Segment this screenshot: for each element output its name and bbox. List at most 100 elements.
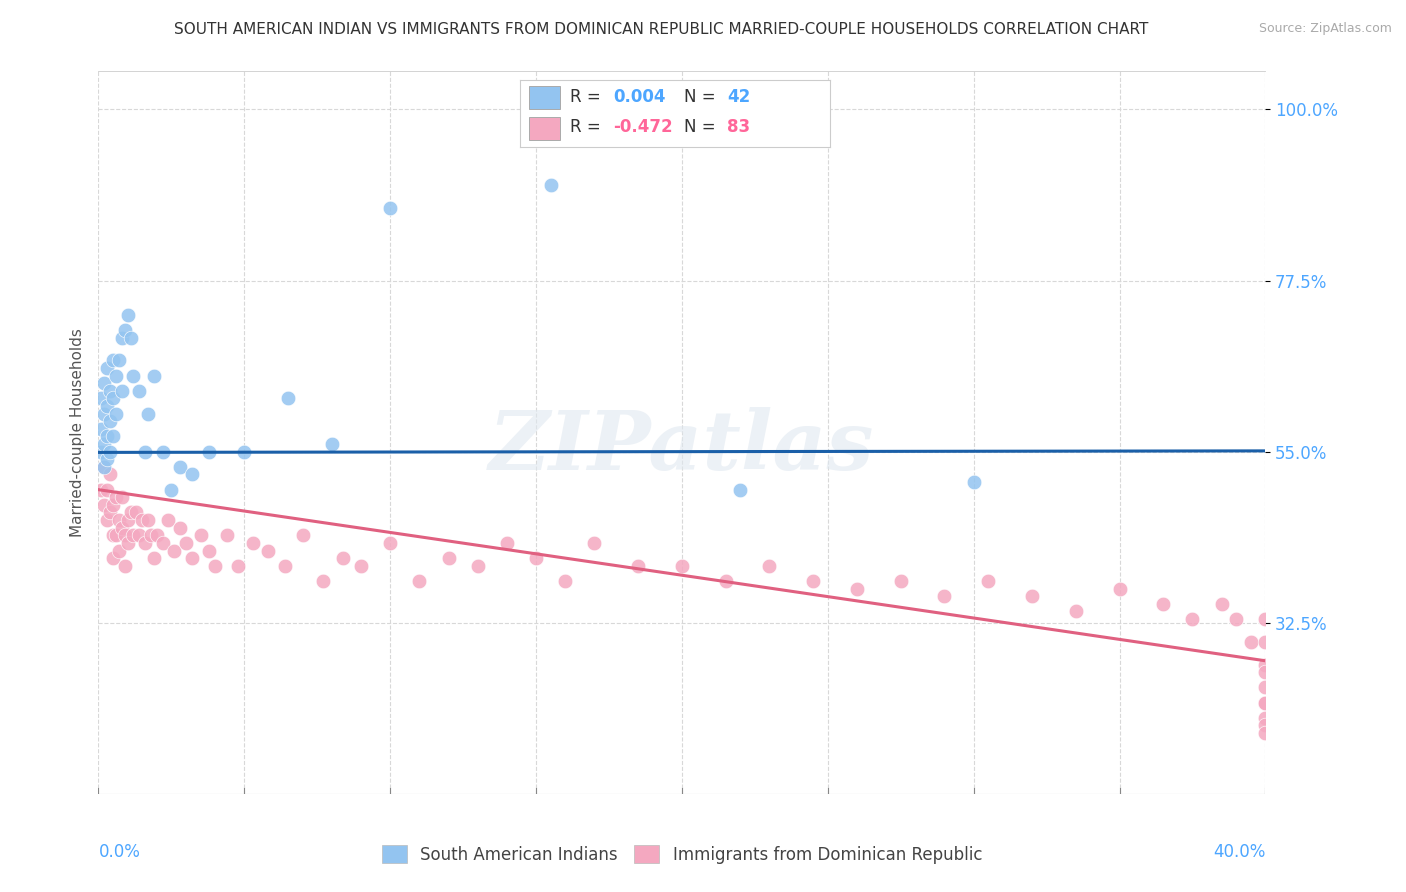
Point: [117, 536, 139, 550]
Point: [242, 536, 264, 550]
Y-axis label: Married-couple Households: Married-couple Households: [69, 328, 84, 537]
Point: [169, 459, 191, 474]
Point: [332, 551, 354, 566]
Point: [134, 536, 156, 550]
Point: [1181, 612, 1204, 626]
Point: [180, 467, 202, 482]
Point: [1108, 582, 1130, 596]
Point: [467, 558, 489, 573]
Text: 42: 42: [727, 88, 751, 106]
Point: [1021, 589, 1043, 603]
Point: [1152, 597, 1174, 611]
Text: 40.0%: 40.0%: [1213, 843, 1265, 861]
Point: [111, 384, 134, 398]
Point: [101, 429, 124, 443]
Point: [291, 528, 314, 542]
Point: [96, 429, 118, 443]
Point: [215, 528, 238, 542]
Point: [114, 558, 136, 573]
Point: [496, 536, 519, 550]
Point: [1254, 665, 1277, 680]
Point: [540, 178, 562, 193]
Point: [111, 330, 134, 344]
Point: [977, 574, 1000, 588]
Point: [204, 558, 226, 573]
Point: [98, 467, 121, 482]
Point: [131, 513, 153, 527]
Point: [104, 528, 127, 542]
Point: [554, 574, 576, 588]
Point: [90, 392, 112, 406]
Point: [758, 558, 780, 573]
Point: [120, 330, 142, 344]
Point: [160, 483, 183, 497]
Text: R =: R =: [569, 88, 606, 106]
Point: [101, 392, 124, 406]
Point: [146, 528, 169, 542]
Point: [380, 201, 402, 215]
Point: [111, 490, 134, 504]
Text: SOUTH AMERICAN INDIAN VS IMMIGRANTS FROM DOMINICAN REPUBLIC MARRIED-COUPLE HOUSE: SOUTH AMERICAN INDIAN VS IMMIGRANTS FROM…: [173, 22, 1149, 37]
Point: [93, 459, 115, 474]
Point: [152, 536, 174, 550]
Point: [321, 437, 343, 451]
Point: [93, 437, 115, 451]
Point: [1225, 612, 1247, 626]
Text: 0.0%: 0.0%: [98, 843, 141, 861]
Point: [152, 444, 174, 458]
Point: [583, 536, 606, 550]
Point: [350, 558, 373, 573]
Point: [890, 574, 912, 588]
Point: [142, 551, 165, 566]
Point: [98, 384, 121, 398]
Point: [142, 368, 165, 383]
Point: [163, 543, 186, 558]
Point: [233, 444, 256, 458]
Text: -0.472: -0.472: [613, 119, 672, 136]
Point: [111, 521, 134, 535]
Point: [1254, 612, 1277, 626]
Point: [1254, 681, 1277, 695]
Point: [96, 399, 118, 413]
FancyBboxPatch shape: [530, 86, 561, 109]
FancyBboxPatch shape: [530, 117, 561, 140]
Point: [380, 536, 402, 550]
Point: [136, 513, 159, 527]
Point: [134, 444, 156, 458]
Point: [125, 506, 148, 520]
Text: N =: N =: [685, 88, 721, 106]
Text: R =: R =: [569, 119, 606, 136]
Point: [101, 353, 124, 368]
Point: [122, 528, 145, 542]
Point: [1254, 726, 1277, 740]
Point: [198, 444, 221, 458]
Point: [1240, 634, 1263, 648]
Point: [108, 513, 131, 527]
Point: [627, 558, 650, 573]
Point: [122, 368, 145, 383]
Text: ZIPatlas: ZIPatlas: [489, 407, 875, 487]
Point: [277, 392, 299, 406]
Point: [1254, 711, 1277, 725]
Point: [1254, 718, 1277, 732]
Point: [98, 444, 121, 458]
Point: [190, 528, 212, 542]
Point: [962, 475, 984, 489]
Point: [117, 308, 139, 322]
Point: [104, 368, 127, 383]
Point: [101, 528, 124, 542]
Point: [104, 490, 127, 504]
Point: [180, 551, 202, 566]
Point: [96, 452, 118, 467]
Text: Source: ZipAtlas.com: Source: ZipAtlas.com: [1258, 22, 1392, 36]
Point: [198, 543, 221, 558]
Point: [96, 483, 118, 497]
Point: [174, 536, 197, 550]
Text: 83: 83: [727, 119, 751, 136]
Point: [1064, 604, 1087, 618]
Point: [256, 543, 278, 558]
Legend: South American Indians, Immigrants from Dominican Republic: South American Indians, Immigrants from …: [375, 838, 988, 871]
Point: [437, 551, 460, 566]
Point: [90, 483, 112, 497]
Point: [98, 506, 121, 520]
